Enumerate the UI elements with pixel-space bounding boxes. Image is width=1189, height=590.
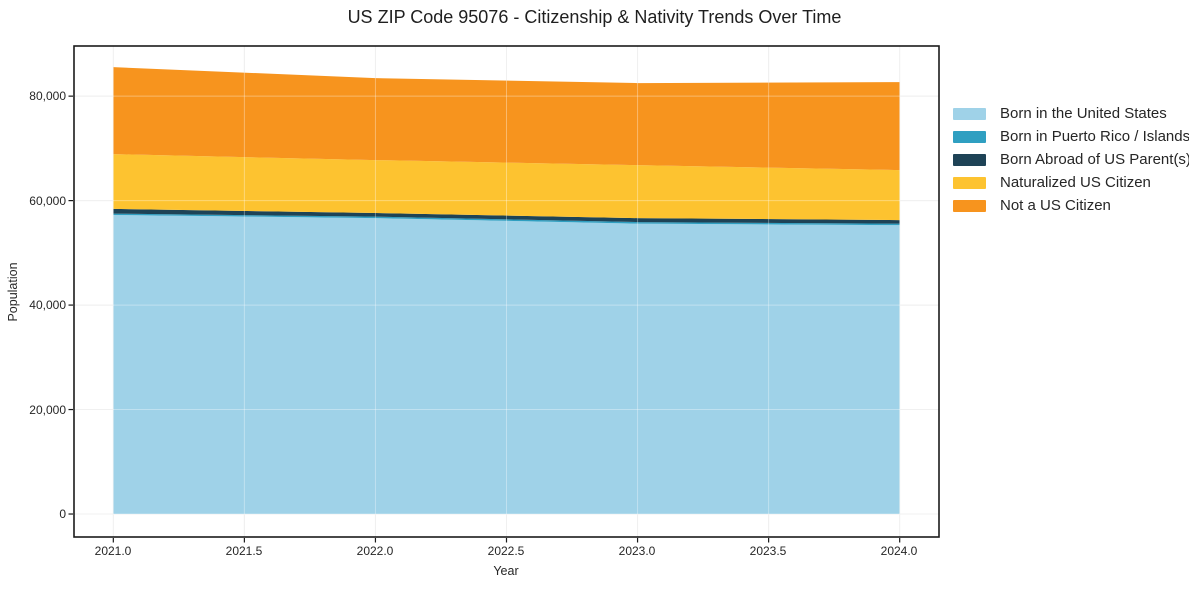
legend-label: Not a US Citizen bbox=[1000, 197, 1111, 214]
legend: Born in the United States Born in Puerto… bbox=[953, 102, 1189, 217]
legend-swatch bbox=[953, 176, 986, 189]
legend-swatch bbox=[953, 107, 986, 120]
x-tick-label: 2021.0 bbox=[94, 544, 132, 558]
x-tick-label: 2021.5 bbox=[225, 544, 263, 558]
y-tick-label: 0 bbox=[59, 507, 66, 521]
legend-swatch bbox=[953, 153, 986, 166]
legend-label: Born in Puerto Rico / Islands bbox=[1000, 128, 1189, 145]
x-tick-label: 2023.0 bbox=[618, 544, 656, 558]
legend-item: Born in the United States bbox=[953, 102, 1189, 125]
x-tick-label: 2023.5 bbox=[749, 544, 787, 558]
y-tick-label: 40,000 bbox=[29, 298, 66, 312]
y-tick-label: 60,000 bbox=[29, 194, 66, 208]
legend-swatch bbox=[953, 199, 986, 212]
legend-label: Naturalized US Citizen bbox=[1000, 174, 1151, 191]
chart-title: US ZIP Code 95076 - Citizenship & Nativi… bbox=[347, 7, 842, 27]
x-axis-label: Year bbox=[493, 564, 519, 578]
x-tick-label: 2024.0 bbox=[880, 544, 918, 558]
x-tick-label: 2022.0 bbox=[356, 544, 394, 558]
legend-swatch bbox=[953, 130, 986, 143]
y-tick-label: 20,000 bbox=[29, 403, 66, 417]
x-tick-label: 2022.5 bbox=[487, 544, 525, 558]
legend-item: Born Abroad of US Parent(s) bbox=[953, 148, 1189, 171]
legend-label: Born Abroad of US Parent(s) bbox=[1000, 151, 1189, 168]
legend-item: Naturalized US Citizen bbox=[953, 171, 1189, 194]
legend-label: Born in the United States bbox=[1000, 105, 1167, 122]
y-axis-label: Population bbox=[6, 262, 20, 322]
legend-item: Not a US Citizen bbox=[953, 194, 1189, 217]
legend-item: Born in Puerto Rico / Islands bbox=[953, 125, 1189, 148]
y-tick-label: 80,000 bbox=[29, 89, 66, 103]
